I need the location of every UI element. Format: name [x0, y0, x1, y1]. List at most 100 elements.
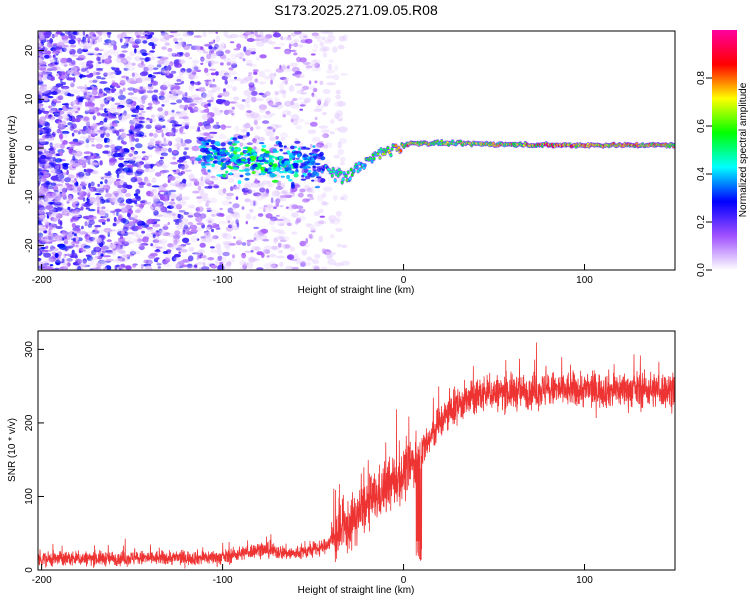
heatmap-cell	[116, 245, 121, 253]
heatmap-cell	[38, 217, 45, 222]
heatmap-cell	[39, 139, 47, 145]
heatmap-cell	[208, 236, 217, 240]
heatmap-cells	[38, 31, 675, 270]
heatmap-cell	[107, 44, 113, 48]
heatmap-cell	[244, 49, 252, 56]
heatmap-cell	[142, 236, 150, 240]
heatmap-cell	[179, 52, 184, 56]
heatmap-cell	[66, 213, 69, 216]
heatmap-cell	[43, 171, 50, 178]
heatmap-cell	[133, 88, 140, 93]
heatmap-cell	[147, 102, 153, 106]
heatmap-cell	[247, 47, 257, 53]
heatmap-cell	[107, 111, 111, 115]
heatmap-cell	[256, 193, 264, 201]
heatmap-cell	[158, 118, 166, 122]
heatmap-cell	[123, 67, 129, 71]
heatmap-cell	[78, 172, 85, 178]
heatmap-cell	[243, 89, 253, 96]
heatmap-cell	[113, 182, 119, 188]
heatmap-cell	[253, 38, 262, 42]
heatmap-cell	[280, 182, 286, 189]
heatmap-cell	[106, 181, 113, 186]
heatmap-cell	[85, 168, 93, 173]
heatmap-cell	[289, 62, 298, 67]
heatmap-cell	[160, 147, 168, 152]
heatmap-cell	[66, 117, 69, 121]
heatmap-cell	[54, 59, 58, 64]
heatmap-cell	[41, 71, 46, 75]
heatmap-cell	[260, 166, 266, 171]
heatmap-cell	[52, 133, 56, 136]
heatmap-cell	[185, 68, 193, 76]
heatmap-cell	[277, 180, 281, 187]
heatmap-cell	[145, 161, 151, 166]
heatmap-cell	[295, 157, 300, 160]
heatmap-cell	[178, 210, 186, 213]
heatmap-cell	[91, 170, 98, 174]
heatmap-cell	[112, 130, 117, 134]
heatmap-cell	[85, 74, 94, 78]
heatmap-cell	[102, 184, 111, 191]
heatmap-cell	[246, 110, 252, 113]
heatmap-cell	[201, 92, 207, 99]
heatmap-cell	[291, 204, 299, 210]
heatmap-cell	[125, 38, 129, 44]
heatmap-cell	[292, 152, 297, 156]
heatmap-cell	[264, 168, 269, 172]
heatmap-cell	[135, 143, 143, 149]
heatmap-cell	[58, 235, 63, 241]
heatmap-cell	[135, 219, 143, 225]
heatmap-cell	[202, 196, 210, 202]
heatmap-cell	[248, 72, 253, 76]
heatmap-cell	[269, 136, 276, 142]
heatmap-cell	[232, 254, 235, 259]
heatmap-cell	[145, 168, 156, 173]
heatmap-cell	[234, 125, 240, 132]
heatmap-cell	[163, 140, 168, 147]
heatmap-cell	[93, 107, 99, 115]
heatmap-cell	[235, 240, 243, 246]
heatmap-cell	[335, 89, 341, 95]
heatmap-cell	[61, 47, 67, 52]
heatmap-cell	[117, 188, 124, 195]
heatmap-cell	[119, 113, 123, 118]
heatmap-cell	[49, 34, 56, 39]
heatmap-cell	[225, 71, 231, 78]
heatmap-cell	[182, 237, 190, 243]
heatmap-cell	[44, 125, 51, 129]
heatmap-cell	[253, 236, 259, 242]
heatmap-cell	[307, 172, 312, 177]
heatmap-cell	[283, 68, 293, 72]
heatmap-cell	[108, 39, 114, 46]
heatmap-cell	[257, 182, 267, 187]
heatmap-cell	[152, 67, 159, 70]
heatmap-cell	[307, 233, 315, 240]
heatmap-cell	[83, 245, 91, 249]
heatmap-cell	[60, 61, 68, 66]
heatmap-cell	[281, 218, 291, 224]
heatmap-cell	[74, 150, 83, 157]
heatmap-cell	[132, 156, 137, 160]
heatmap-cell	[61, 81, 66, 86]
heatmap-cell	[249, 189, 256, 194]
heatmap-cell	[153, 133, 158, 139]
heatmap-cell	[180, 80, 185, 85]
heatmap-cell	[335, 210, 342, 217]
heatmap-cell	[146, 90, 154, 94]
heatmap-cell	[211, 228, 214, 233]
heatmap-cell	[76, 172, 79, 178]
heatmap-cell	[49, 208, 56, 213]
heatmap-cell	[225, 109, 233, 114]
heatmap-cell	[153, 210, 159, 216]
heatmap-cell	[92, 79, 98, 83]
heatmap-cell	[180, 231, 186, 236]
heatmap-cell	[91, 89, 98, 96]
heatmap-cell	[49, 59, 55, 63]
heatmap-cell	[167, 193, 170, 200]
heatmap-cell	[107, 149, 113, 154]
heatmap-cell	[134, 174, 138, 179]
heatmap-cell	[233, 96, 240, 101]
heatmap-cell	[129, 124, 135, 131]
heatmap-cell	[176, 111, 181, 114]
